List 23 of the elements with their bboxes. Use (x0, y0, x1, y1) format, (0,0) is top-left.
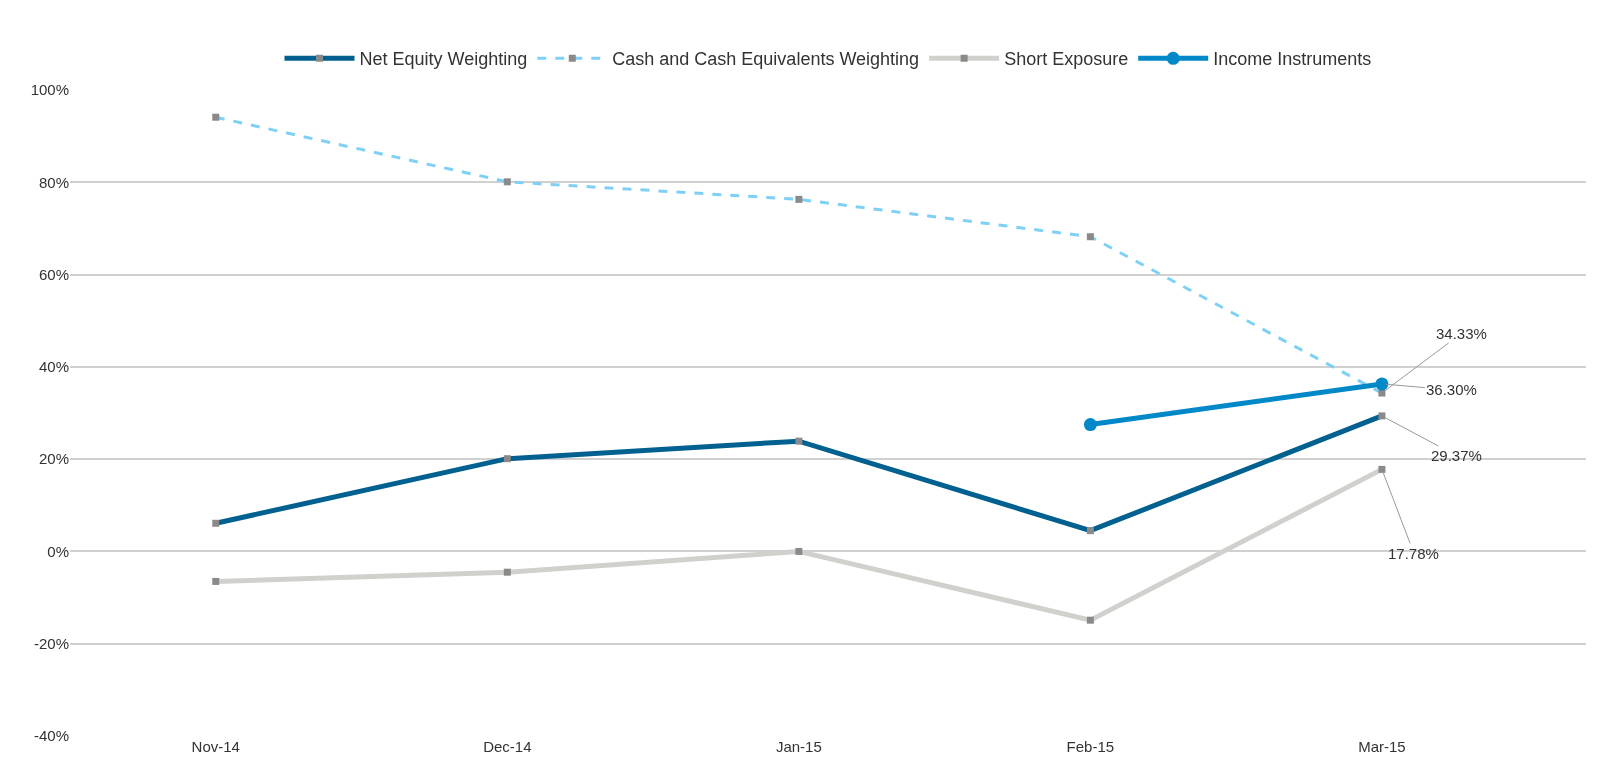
legend-label: Income Instruments (1213, 49, 1372, 70)
x-tick-label: Dec-14 (483, 738, 532, 755)
y-tick-label: 100% (30, 81, 69, 99)
legend-label: Cash and Cash Equivalents Weighting (612, 49, 920, 70)
y-tick-label: -20% (33, 634, 69, 652)
x-tick-label: Jan-15 (775, 738, 822, 755)
x-tick-label: Feb-15 (1066, 738, 1115, 755)
y-tick-label: 20% (38, 450, 69, 468)
y-tick-label: 60% (38, 265, 69, 283)
y-tick-label: 0% (47, 542, 69, 560)
point (1375, 377, 1389, 391)
point (1083, 418, 1097, 432)
y-tick-label: 40% (38, 358, 69, 376)
data-label: 36.30% (1426, 381, 1477, 398)
data-label: 17.78% (1388, 545, 1439, 562)
x-tick-label: Nov-14 (191, 738, 240, 755)
y-tick-label: 80% (38, 173, 69, 191)
legend-label: Short Exposure (1004, 49, 1129, 70)
data-label: 29.37% (1431, 447, 1482, 464)
legend-label: Net Equity Weighting (359, 49, 528, 70)
x-tick-label: Mar-15 (1358, 738, 1406, 755)
data-label: 34.33% (1436, 325, 1487, 342)
y-tick-label: -40% (33, 727, 69, 745)
